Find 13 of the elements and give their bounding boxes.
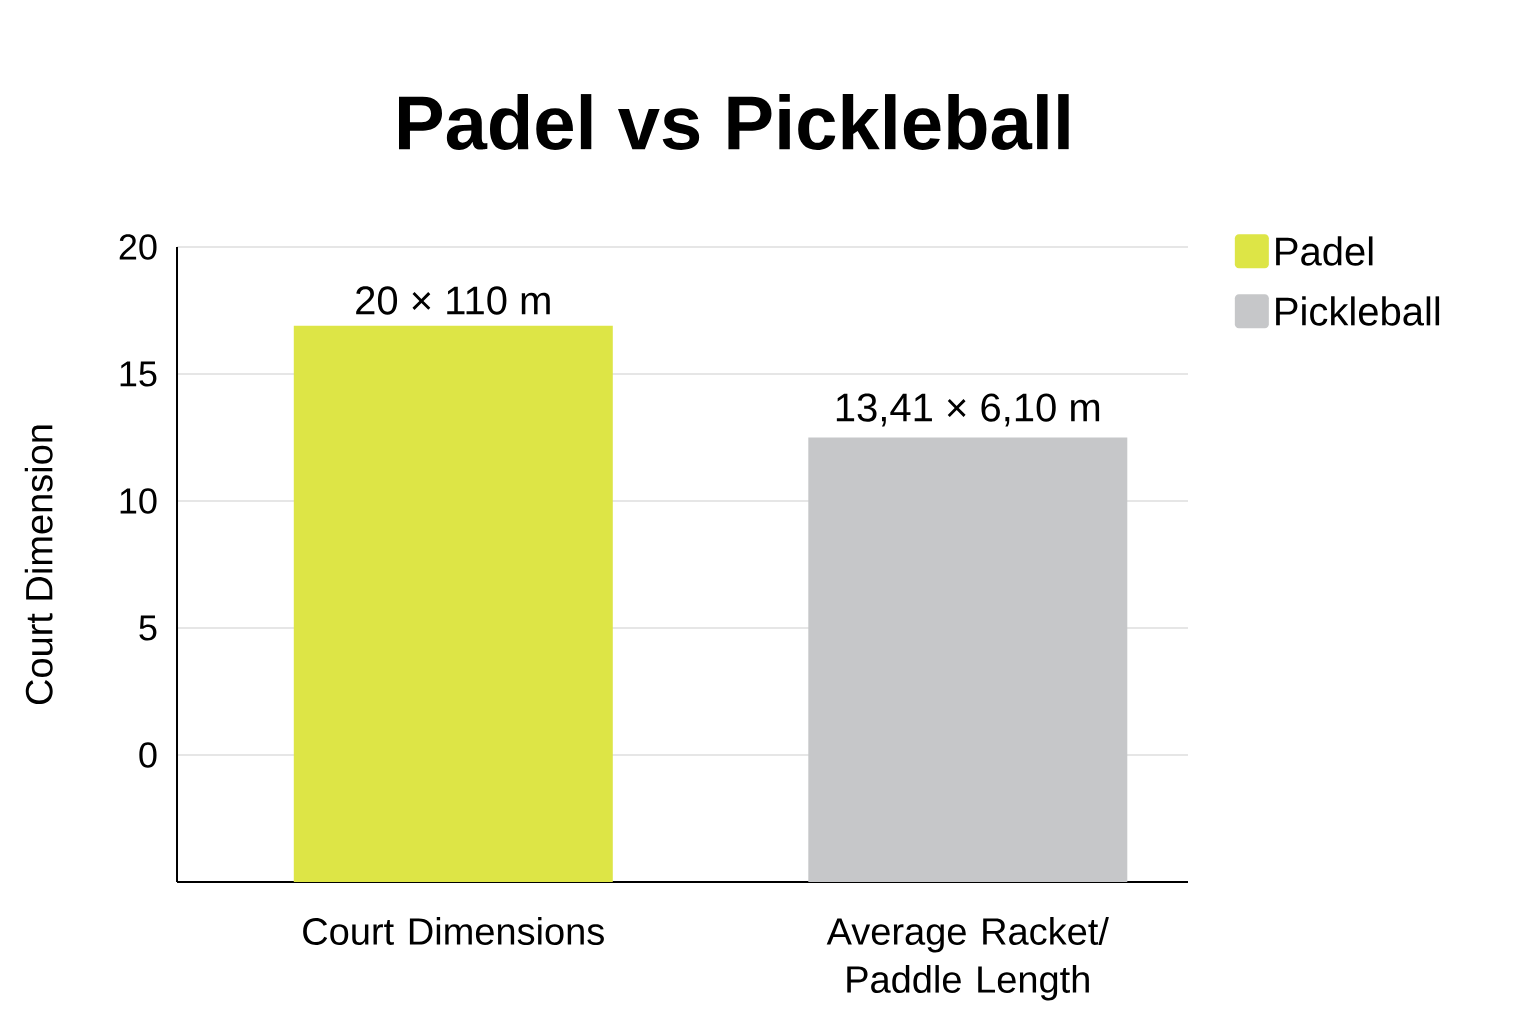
y-tick-label: 20 [119,234,157,260]
x-tick-label: Court Dimensions [303,917,604,945]
annotation: 13,41 × 6,10 m [836,393,1100,427]
y-tick-label: 0 [139,742,157,768]
x-tick-label: Average Racket/ Paddle Length [826,917,1109,1001]
annotation: 20 × 110 m [356,286,550,315]
y-tick-label: 5 [139,615,157,641]
chart-title: Padel vs Pickleball [399,94,1069,150]
legend-label: Padel [1276,236,1373,266]
y-axis-title: Court Dimension [24,425,53,705]
legend-label: Pickleball [1276,296,1440,326]
y-tick-label: 15 [120,361,157,387]
y-tick-label: 10 [120,488,157,514]
